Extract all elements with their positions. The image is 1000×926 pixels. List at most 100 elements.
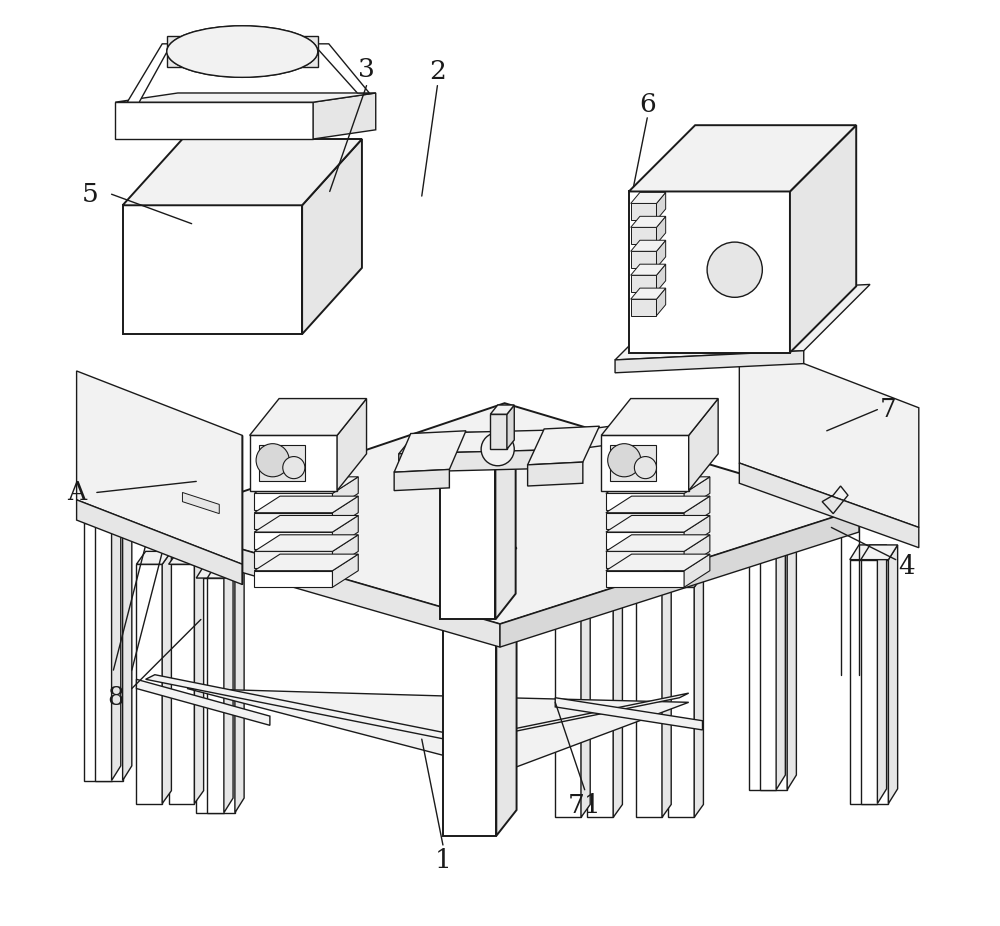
Polygon shape <box>606 554 710 570</box>
Polygon shape <box>77 371 242 564</box>
Circle shape <box>707 242 762 297</box>
Text: 7: 7 <box>880 397 897 422</box>
Polygon shape <box>587 574 622 587</box>
Polygon shape <box>167 36 318 67</box>
Polygon shape <box>528 462 583 486</box>
Polygon shape <box>440 458 495 619</box>
Polygon shape <box>440 432 516 458</box>
Polygon shape <box>235 563 244 813</box>
Polygon shape <box>631 275 656 292</box>
Polygon shape <box>601 435 689 491</box>
Polygon shape <box>739 339 919 528</box>
Polygon shape <box>490 414 507 449</box>
Polygon shape <box>332 535 358 568</box>
Polygon shape <box>477 694 689 739</box>
Polygon shape <box>662 574 671 818</box>
Polygon shape <box>169 551 204 564</box>
Polygon shape <box>254 477 358 494</box>
Text: 71: 71 <box>568 793 601 818</box>
Polygon shape <box>606 535 710 551</box>
Polygon shape <box>115 102 313 139</box>
Circle shape <box>634 457 656 479</box>
Polygon shape <box>656 264 666 292</box>
Polygon shape <box>636 574 671 587</box>
Polygon shape <box>606 551 684 568</box>
Polygon shape <box>196 578 224 813</box>
Text: 8: 8 <box>107 685 124 710</box>
Polygon shape <box>182 493 219 514</box>
Polygon shape <box>694 574 703 818</box>
Polygon shape <box>606 532 684 548</box>
Polygon shape <box>250 398 367 435</box>
Polygon shape <box>254 496 358 513</box>
Polygon shape <box>555 697 702 730</box>
Polygon shape <box>631 264 666 275</box>
Polygon shape <box>776 518 785 790</box>
Polygon shape <box>749 518 785 532</box>
Polygon shape <box>254 532 332 548</box>
Polygon shape <box>507 405 514 449</box>
Polygon shape <box>136 551 171 564</box>
Polygon shape <box>684 516 710 548</box>
Polygon shape <box>196 563 233 578</box>
Polygon shape <box>95 508 132 523</box>
Polygon shape <box>127 44 171 102</box>
Polygon shape <box>668 574 703 587</box>
Polygon shape <box>606 494 684 510</box>
Polygon shape <box>587 587 613 818</box>
Text: 3: 3 <box>358 57 375 82</box>
Polygon shape <box>631 240 666 251</box>
Polygon shape <box>636 587 662 818</box>
Polygon shape <box>631 228 656 244</box>
Polygon shape <box>684 554 710 587</box>
Polygon shape <box>123 139 362 206</box>
Polygon shape <box>496 547 517 836</box>
Polygon shape <box>259 444 305 482</box>
Polygon shape <box>77 500 242 584</box>
Text: 4: 4 <box>898 554 915 579</box>
Polygon shape <box>162 551 171 804</box>
Polygon shape <box>254 535 358 551</box>
Polygon shape <box>251 435 334 463</box>
Polygon shape <box>888 544 898 804</box>
Polygon shape <box>581 574 590 818</box>
Polygon shape <box>169 564 194 804</box>
Polygon shape <box>150 403 859 624</box>
Polygon shape <box>606 496 710 513</box>
Polygon shape <box>337 398 367 491</box>
Polygon shape <box>332 554 358 587</box>
Polygon shape <box>399 429 595 454</box>
Polygon shape <box>394 469 449 491</box>
Polygon shape <box>207 578 235 813</box>
Polygon shape <box>207 563 244 578</box>
Polygon shape <box>760 518 796 532</box>
Polygon shape <box>631 251 656 268</box>
Text: 2: 2 <box>429 59 446 84</box>
Polygon shape <box>443 547 517 573</box>
Polygon shape <box>500 509 859 647</box>
Ellipse shape <box>167 26 318 78</box>
Circle shape <box>283 457 305 479</box>
Polygon shape <box>443 573 496 836</box>
Polygon shape <box>656 217 666 244</box>
Polygon shape <box>332 477 358 510</box>
Polygon shape <box>490 405 514 414</box>
Polygon shape <box>194 551 204 804</box>
Polygon shape <box>861 544 898 559</box>
Polygon shape <box>790 125 856 353</box>
Polygon shape <box>254 513 332 530</box>
Polygon shape <box>631 217 666 228</box>
Polygon shape <box>224 563 233 813</box>
Polygon shape <box>332 496 358 530</box>
Polygon shape <box>399 449 578 472</box>
Polygon shape <box>394 431 466 472</box>
Text: A: A <box>67 480 86 505</box>
Polygon shape <box>749 532 776 790</box>
Text: 1: 1 <box>435 848 451 873</box>
Polygon shape <box>684 535 710 568</box>
Polygon shape <box>631 204 656 220</box>
Polygon shape <box>684 496 710 530</box>
Ellipse shape <box>167 26 318 78</box>
Polygon shape <box>254 516 358 532</box>
Polygon shape <box>615 351 804 373</box>
